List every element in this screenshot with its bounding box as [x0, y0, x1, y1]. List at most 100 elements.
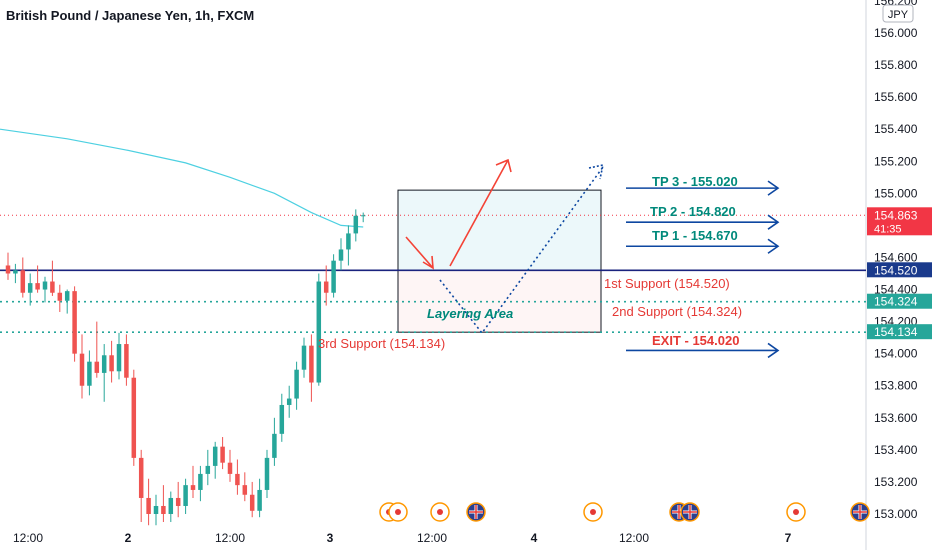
- candle[interactable]: [309, 334, 314, 402]
- red-arrow-down[interactable]: [405, 236, 434, 269]
- candle[interactable]: [279, 393, 285, 442]
- candle[interactable]: [205, 449, 211, 486]
- support-2-badge[interactable]: 154.324: [867, 293, 932, 309]
- candle[interactable]: [20, 257, 26, 298]
- candle-body: [212, 446, 218, 466]
- candle[interactable]: [161, 485, 166, 523]
- candle[interactable]: [227, 449, 233, 482]
- candle[interactable]: [331, 254, 336, 298]
- candle[interactable]: [257, 478, 262, 518]
- uk-event-icon[interactable]: [850, 502, 870, 522]
- price-axis[interactable]: 156.200 156.000 155.800 155.600 155.400 155.2…: [867, 0, 932, 521]
- target-zone[interactable]: [397, 189, 602, 271]
- target-arrow[interactable]: [626, 214, 780, 230]
- candle-body: [27, 283, 33, 293]
- candle[interactable]: [35, 265, 40, 293]
- candle[interactable]: [183, 478, 188, 514]
- candle[interactable]: [242, 472, 248, 502]
- candle-body: [131, 377, 137, 458]
- candle[interactable]: [198, 465, 203, 502]
- candle[interactable]: [346, 225, 351, 266]
- candle[interactable]: [316, 273, 322, 386]
- candle[interactable]: [353, 209, 359, 242]
- candle[interactable]: [175, 481, 181, 518]
- candle[interactable]: [42, 276, 48, 303]
- candle[interactable]: [72, 286, 77, 362]
- candle[interactable]: [212, 441, 218, 479]
- candle-body: [249, 494, 255, 511]
- candle[interactable]: [294, 361, 299, 410]
- uk-event-icon[interactable]: [680, 502, 700, 522]
- candle[interactable]: [168, 491, 174, 523]
- candle[interactable]: [5, 252, 11, 280]
- candle[interactable]: [13, 263, 18, 284]
- candle[interactable]: [64, 289, 70, 314]
- candle[interactable]: [272, 417, 277, 466]
- candle-body: [146, 497, 151, 514]
- candle-body: [101, 355, 107, 373]
- candle[interactable]: [131, 369, 137, 466]
- exit-label: EXIT - 154.020: [652, 333, 739, 348]
- target-arrow-head: [767, 180, 780, 196]
- support-3-badge[interactable]: 154.134: [867, 324, 932, 340]
- price-tick-label: 154.400: [874, 283, 918, 297]
- candle-body: [309, 345, 314, 383]
- candle[interactable]: [57, 284, 63, 312]
- candle[interactable]: [27, 273, 33, 306]
- target-arrow[interactable]: [626, 180, 780, 196]
- candle[interactable]: [116, 332, 122, 380]
- moving-average-line[interactable]: [0, 128, 364, 228]
- candle[interactable]: [153, 494, 159, 526]
- layering-area-label: Layering Area: [427, 306, 513, 321]
- candle[interactable]: [264, 449, 270, 498]
- price-tick-label: 153.400: [874, 443, 918, 457]
- candle-body: [13, 270, 18, 274]
- target-arrow[interactable]: [626, 238, 780, 254]
- time-tick-label: 3: [327, 531, 334, 545]
- candle-body: [323, 281, 329, 293]
- candle-body: [50, 281, 55, 293]
- candle-body: [264, 457, 270, 490]
- candle[interactable]: [124, 334, 129, 386]
- candle[interactable]: [50, 260, 55, 296]
- candle[interactable]: [360, 212, 366, 223]
- price-tick-label: 153.600: [874, 411, 918, 425]
- candle[interactable]: [101, 344, 107, 402]
- japan-event-icon[interactable]: [388, 502, 408, 522]
- candle[interactable]: [87, 350, 92, 396]
- time-tick-label: 12:00: [13, 531, 43, 545]
- economic-events[interactable]: [379, 502, 870, 522]
- candle-body: [42, 281, 48, 290]
- candle[interactable]: [301, 337, 307, 378]
- candle[interactable]: [146, 478, 151, 526]
- price-tick-label: 153.200: [874, 475, 918, 489]
- japan-event-icon[interactable]: [430, 502, 450, 522]
- candle[interactable]: [249, 481, 255, 518]
- candle[interactable]: [220, 437, 225, 470]
- target-arrow[interactable]: [626, 342, 780, 359]
- support-2-badge-text: 154.324: [874, 295, 918, 309]
- price-tick-label: 156.200: [874, 0, 918, 8]
- candle[interactable]: [94, 321, 100, 378]
- candle-body: [168, 497, 174, 514]
- red-arrow-up[interactable]: [449, 159, 509, 267]
- candle[interactable]: [286, 385, 292, 418]
- candle[interactable]: [323, 265, 329, 306]
- support-1-badge[interactable]: 154.520: [867, 262, 932, 278]
- candle-body: [190, 485, 196, 490]
- candle[interactable]: [235, 459, 240, 495]
- time-axis[interactable]: 12:00 2 12:00 3 12:00 4 12:00 7: [13, 531, 792, 545]
- candle[interactable]: [79, 334, 85, 399]
- candle[interactable]: [190, 465, 196, 498]
- japan-event-icon[interactable]: [583, 502, 603, 522]
- candle[interactable]: [338, 238, 344, 271]
- japan-event-icon[interactable]: [786, 502, 806, 522]
- ma-layer: [0, 128, 364, 228]
- currency-badge[interactable]: JPY: [882, 4, 914, 23]
- candle[interactable]: [138, 449, 144, 523]
- candle-body: [79, 353, 85, 386]
- candle[interactable]: [109, 340, 114, 383]
- uk-event-icon[interactable]: [466, 502, 486, 522]
